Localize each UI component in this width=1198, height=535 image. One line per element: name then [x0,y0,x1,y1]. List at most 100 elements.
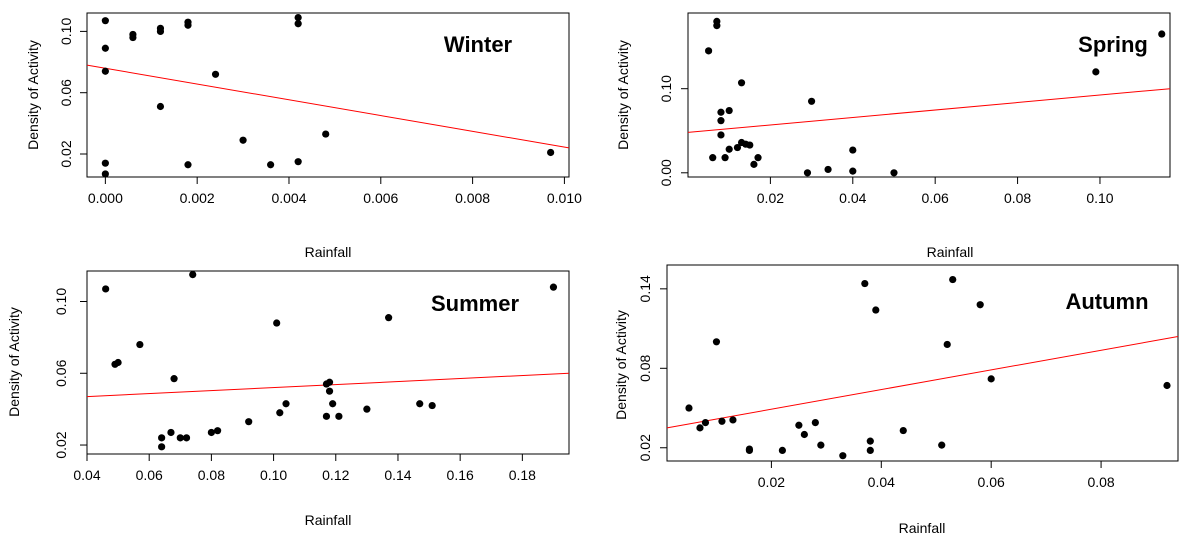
data-point [725,106,733,115]
regression-line [86,64,570,149]
panel-summer: 0.04 0.06 0.08 0.10 0.12 0.14 0.16 0.18 0.02 0.06… [6,270,570,528]
data-point [184,21,192,29]
data-point [273,319,281,327]
x-tick-label: 0.000 [88,190,123,206]
data-point [101,17,109,25]
data-point [733,143,742,152]
data-point [849,146,857,154]
x-tick-label: 0.006 [363,190,398,206]
data-point [1158,30,1166,38]
x-axis-title: Rainfall [305,512,352,528]
data-point [800,430,808,439]
data-point [547,148,555,157]
data-point [1092,68,1100,76]
data-point [156,102,165,111]
data-point [167,428,175,437]
y-tick-label: 0.06 [53,359,69,386]
data-point [267,161,275,169]
data-point [717,117,725,125]
plot-frame [86,270,570,455]
data-point [737,79,746,87]
regression-line [666,336,1179,429]
data-point [245,418,253,426]
data-point [101,170,109,178]
x-axis-title: Rainfall [305,244,352,260]
data-point [276,409,284,417]
x-tick-label: 0.02 [758,474,785,490]
data-point [696,424,704,432]
data-point [158,434,166,442]
data-point [325,378,334,386]
data-point [184,161,192,169]
data-point [294,13,302,22]
y-tick-label: 0.02 [58,140,74,167]
x-tick-label: 0.04 [839,190,866,206]
data-point [872,306,880,314]
season-label: Spring [1078,32,1148,57]
x-tick-label: 0.06 [978,474,1005,490]
data-point [294,20,302,28]
x-tick-label: 0.08 [198,467,225,483]
data-point [136,340,144,349]
regression-line [687,88,1171,133]
data-point [214,427,222,435]
panel-spring: 0.02 0.04 0.06 0.08 0.10 0.00 0.10 Spring Rain… [615,12,1171,260]
data-point [322,130,330,138]
data-point [101,159,109,167]
x-tick-label: 0.14 [384,467,411,483]
data-point [729,416,737,424]
season-label: Winter [444,32,513,57]
y-axis-title: Density of Activity [25,40,41,150]
data-point [385,314,393,322]
y-axis-title: Density of Activity [615,40,631,150]
data-point [1163,381,1171,390]
data-point [709,154,717,162]
data-point [114,358,122,367]
data-point [549,283,558,291]
data-point [101,67,109,75]
data-point [239,136,247,144]
data-point [866,437,874,445]
x-tick-label: 0.04 [868,474,895,490]
data-point [778,446,786,455]
data-point [282,400,290,408]
data-point [817,441,825,449]
data-point [803,169,812,177]
data-point [745,446,754,455]
data-point [335,412,343,420]
x-tick-label: 0.06 [136,467,163,483]
x-axis-title: Rainfall [899,520,946,535]
y-axis-title: Density of Activity [613,310,629,420]
data-point [363,405,371,413]
data-point [849,167,857,175]
data-point [685,404,693,412]
x-tick-label: 0.08 [1004,190,1031,206]
data-point [795,421,803,429]
data-point [976,301,984,309]
data-point [129,33,137,42]
plot-frame [86,12,570,178]
data-point [416,400,424,408]
data-point [721,154,729,162]
data-point [987,375,995,383]
x-tick-label: 0.18 [509,467,536,483]
x-axis-title: Rainfall [927,244,974,260]
x-tick-label: 0.02 [757,190,784,206]
x-tick-label: 0.04 [73,467,100,483]
x-tick-label: 0.06 [922,190,949,206]
data-point [170,375,178,383]
data-point [211,70,220,78]
panel-winter: 0.000 0.002 0.004 0.006 0.008 0.010 0.02 0.06 0.… [25,12,582,260]
data-point [725,145,733,153]
y-tick-label: 0.02 [53,431,69,458]
data-point [207,428,215,437]
data-point [746,141,754,149]
y-tick-label: 0.10 [53,288,69,315]
y-tick-label: 0.10 [58,18,74,45]
x-tick-label: 0.12 [322,467,349,483]
data-point [329,400,337,408]
data-point [718,417,726,425]
data-point [701,418,710,427]
data-point [189,270,197,279]
